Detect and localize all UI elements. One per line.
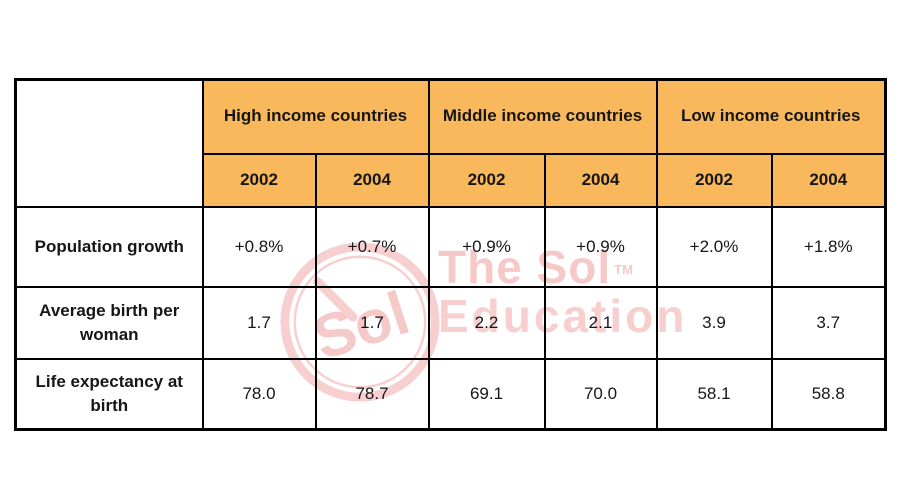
- cell-value: 70.0: [543, 357, 658, 431]
- cell-value: 2.2: [427, 285, 546, 360]
- header-year-row: 2002 2004 2002 2004 2002 2004: [16, 152, 887, 208]
- cell-value: +0.7%: [314, 205, 430, 288]
- cell-value: 3.7: [770, 285, 887, 360]
- table-row-population-growth: Population growth +0.8% +0.7% +0.9% +0.9…: [14, 205, 887, 288]
- year-header-high-2004: 2004: [314, 152, 430, 208]
- group-header-low-income: Low income countries: [655, 78, 887, 155]
- cell-value: 1.7: [314, 285, 430, 360]
- table-row-average-birth: Average birth per woman 1.7 1.7 2.2 2.1 …: [14, 285, 887, 360]
- cell-value: 1.7: [201, 285, 317, 360]
- year-header-middle-2004: 2004: [543, 152, 658, 208]
- row-label: Population growth: [14, 205, 204, 288]
- year-header-low-2002: 2002: [655, 152, 773, 208]
- cell-value: 2.1: [543, 285, 658, 360]
- header-group-row: High income countries Middle income coun…: [14, 78, 887, 208]
- year-header-high-2002: 2002: [201, 152, 317, 208]
- cell-value: +0.8%: [201, 205, 317, 288]
- cell-value: 3.9: [655, 285, 773, 360]
- corner-cell: [14, 78, 204, 208]
- row-label: Average birth per woman: [14, 285, 204, 360]
- cell-value: +2.0%: [655, 205, 773, 288]
- cell-value: 58.1: [655, 357, 773, 431]
- cell-value: +0.9%: [543, 205, 658, 288]
- cell-value: 78.0: [201, 357, 317, 431]
- year-header-low-2004: 2004: [770, 152, 887, 208]
- cell-value: 58.8: [770, 357, 887, 431]
- group-header-high-income: High income countries: [201, 78, 430, 155]
- cell-value: 69.1: [427, 357, 546, 431]
- cell-value: +1.8%: [770, 205, 887, 288]
- group-header-middle-income: Middle income countries: [427, 78, 658, 155]
- cell-value: +0.9%: [427, 205, 546, 288]
- table-row-life-expectancy: Life expectancy at birth 78.0 78.7 69.1 …: [14, 357, 887, 431]
- row-label: Life expectancy at birth: [14, 357, 204, 431]
- income-countries-table: High income countries Middle income coun…: [14, 78, 887, 431]
- cell-value: 78.7: [314, 357, 430, 431]
- year-header-middle-2002: 2002: [427, 152, 546, 208]
